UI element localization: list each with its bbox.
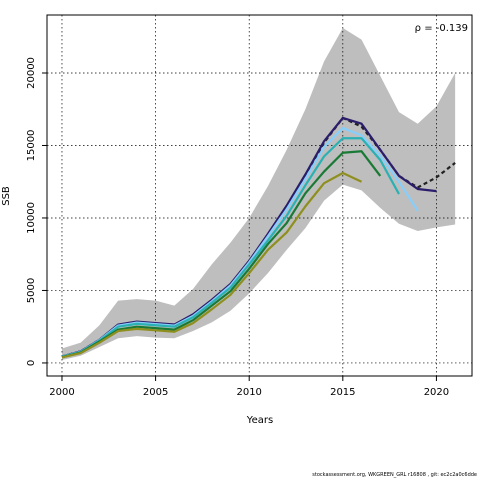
plot-frame [46, 14, 473, 377]
axis-layer: 2000 2005 2010 2015 2020 0 5000 10000 15000 20000 [26, 57, 449, 398]
y-tick-label: 20000 [26, 57, 37, 89]
y-tick-label: 0 [26, 360, 37, 366]
x-tick-label: 2000 [49, 387, 74, 398]
x-tick-label: 2005 [143, 387, 168, 398]
confidence-band-layer [61, 28, 456, 361]
series-line-5 [61, 171, 363, 359]
grid-layer [47, 15, 472, 376]
rho-annotation: ρ = -0.139 [415, 23, 468, 34]
x-tick-label: 2010 [236, 387, 261, 398]
y-tick-label: 15000 [26, 130, 37, 162]
y-tick-label: 10000 [26, 202, 37, 234]
series-line-2 [61, 126, 419, 358]
series-layer [61, 116, 456, 359]
x-tick-label: 2020 [424, 387, 449, 398]
x-axis-title: Years [246, 415, 273, 426]
series-line-3 [61, 137, 400, 358]
footer-credit: stockassessment.org, WKGREEN_GRL r16808 … [312, 472, 477, 478]
confidence-band [61, 28, 456, 361]
y-tick-label: 5000 [26, 278, 37, 303]
y-axis-title: SSB [1, 186, 12, 206]
series-line-4 [61, 150, 382, 359]
x-tick-label: 2015 [330, 387, 355, 398]
